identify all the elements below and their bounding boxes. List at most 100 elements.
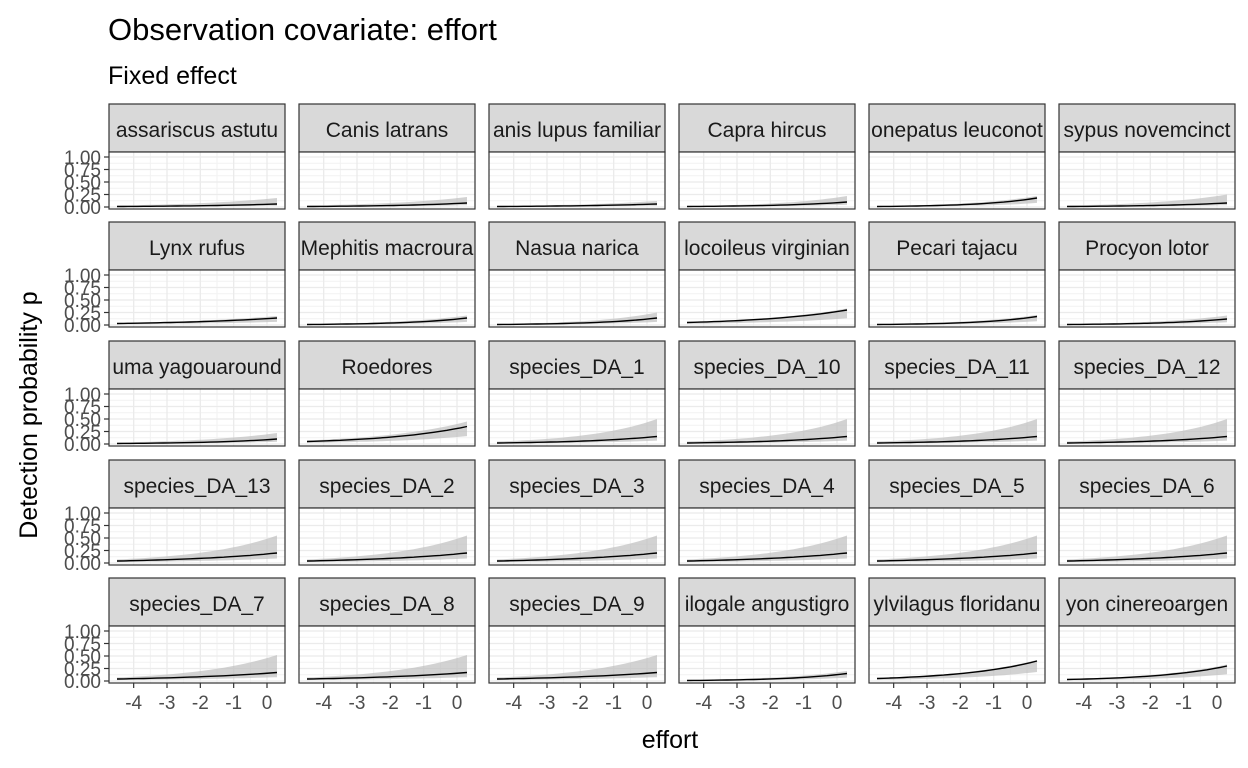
x-tick-label: -2 bbox=[762, 693, 779, 714]
facet-strip bbox=[108, 577, 286, 627]
estimate-line bbox=[306, 425, 468, 443]
facet-label: anis lupus familiar bbox=[493, 119, 661, 142]
facet-panel: locoileus virginian bbox=[678, 221, 856, 328]
panel-background bbox=[1059, 270, 1235, 327]
panel-border bbox=[298, 507, 476, 566]
facet-panel: species_DA_2 bbox=[298, 459, 476, 566]
estimate-line bbox=[496, 671, 658, 680]
panel-border bbox=[868, 507, 1046, 566]
facet-strip bbox=[488, 221, 666, 271]
estimate-line bbox=[496, 552, 658, 562]
facet-label: species_DA_7 bbox=[129, 593, 264, 616]
facet-panel: uma yagouaround 0.000.250.500.751.00 bbox=[64, 340, 286, 456]
confidence-ribbon bbox=[497, 655, 657, 681]
x-tick-label: -4 bbox=[1075, 693, 1092, 714]
y-tick-label: 0.50 bbox=[64, 173, 101, 194]
facet-panel: yon cinereoargen -4 -3 -2 -1 0 bbox=[1058, 577, 1236, 714]
facet-label: ilogale angustigro bbox=[685, 593, 850, 616]
confidence-ribbon bbox=[1067, 194, 1227, 207]
panel-border bbox=[678, 625, 856, 684]
facet-label: species_DA_4 bbox=[699, 475, 835, 498]
facet-label: species_DA_6 bbox=[1079, 475, 1214, 498]
estimate-line bbox=[117, 203, 278, 208]
facet-strip bbox=[868, 221, 1046, 271]
y-tick-label: 0.00 bbox=[64, 435, 101, 456]
confidence-ribbon bbox=[1067, 419, 1227, 444]
facet-label: species_DA_9 bbox=[509, 593, 644, 616]
facet-panel: Mephitis macroura bbox=[298, 221, 476, 328]
facet-strip bbox=[108, 340, 286, 390]
y-tick-label: 1.00 bbox=[64, 385, 101, 406]
y-tick-label: 1.00 bbox=[64, 622, 101, 643]
estimate-line bbox=[1067, 202, 1228, 208]
confidence-ribbon bbox=[307, 535, 467, 563]
estimate-line bbox=[496, 435, 658, 444]
facet-label: onepatus leuconot bbox=[871, 119, 1043, 142]
y-tick-label: 0.75 bbox=[64, 279, 101, 300]
estimate-line bbox=[1066, 318, 1228, 326]
facet-strip bbox=[298, 103, 476, 153]
confidence-ribbon bbox=[307, 315, 467, 325]
facet-panel: species_DA_13 0.000.250.500.751.00 bbox=[64, 459, 286, 575]
x-tick-label: 0 bbox=[1212, 693, 1223, 714]
facet-panel: species_DA_12 bbox=[1058, 340, 1236, 447]
x-tick-label: -3 bbox=[919, 693, 936, 714]
estimate-line bbox=[116, 671, 278, 680]
facet-panel: Roedores bbox=[298, 340, 476, 447]
confidence-ribbon bbox=[687, 535, 847, 563]
facet-panel: species_DA_10 bbox=[678, 340, 856, 447]
facet-label: species_DA_8 bbox=[319, 593, 454, 616]
x-tick-label: -2 bbox=[952, 693, 969, 714]
x-tick-label: -3 bbox=[349, 693, 366, 714]
panel-border bbox=[1058, 269, 1236, 328]
confidence-ribbon bbox=[877, 419, 1037, 444]
estimate-line bbox=[116, 317, 278, 325]
chart-subtitle: Fixed effect bbox=[108, 62, 237, 90]
facet-label: Capra hircus bbox=[707, 119, 826, 142]
facet-panel: Pecari tajacu bbox=[868, 221, 1046, 328]
y-tick-label: 0.25 bbox=[64, 186, 101, 207]
confidence-ribbon bbox=[497, 535, 657, 563]
facet-strip bbox=[868, 459, 1046, 509]
estimate-line bbox=[496, 317, 658, 326]
facet-label: species_DA_3 bbox=[509, 475, 644, 498]
facet-strip bbox=[298, 340, 476, 390]
estimate-line bbox=[306, 317, 468, 326]
facet-label: locoileus virginian bbox=[684, 237, 850, 260]
chart-title: Observation covariate: effort bbox=[108, 12, 497, 47]
x-tick-label: 0 bbox=[642, 693, 653, 714]
panel-border bbox=[108, 269, 286, 328]
y-tick-label: 0.50 bbox=[64, 529, 101, 550]
facet-label: Nasua narica bbox=[515, 237, 639, 260]
panel-border bbox=[1058, 625, 1236, 684]
estimate-line bbox=[306, 671, 468, 680]
facet-panel: Canis latrans bbox=[298, 103, 476, 210]
panel-grid: assariscus astutu0.000.250.500.751.00Can… bbox=[64, 103, 1236, 714]
panel-border bbox=[298, 151, 476, 210]
facet-panel: Capra hircus bbox=[678, 103, 856, 210]
y-tick-label: 0.75 bbox=[64, 635, 101, 656]
facet-strip bbox=[1058, 340, 1236, 390]
y-tick-label: 0.00 bbox=[64, 316, 101, 337]
x-tick-label: -1 bbox=[605, 693, 622, 714]
facet-strip bbox=[488, 577, 666, 627]
facet-strip bbox=[868, 577, 1046, 627]
y-tick-label: 1.00 bbox=[64, 504, 101, 525]
y-tick-label: 0.25 bbox=[64, 660, 101, 681]
facet-label: species_DA_11 bbox=[884, 356, 1030, 379]
facet-panel: species_DA_9 -4 -3 -2 -1 0 bbox=[488, 577, 666, 714]
panel-border bbox=[678, 388, 856, 447]
confidence-ribbon bbox=[877, 196, 1037, 207]
estimate-line bbox=[116, 438, 278, 445]
confidence-ribbon bbox=[1067, 535, 1227, 563]
facet-strip bbox=[868, 340, 1046, 390]
facet-strip bbox=[298, 459, 476, 509]
y-tick-label: 0.25 bbox=[64, 542, 101, 563]
facet-strip bbox=[1058, 221, 1236, 271]
facet-strip bbox=[488, 340, 666, 390]
estimate-line bbox=[1066, 552, 1228, 562]
facet-panel: ylvilagus floridanu -4 -3 -2 -1 0 bbox=[868, 577, 1046, 714]
facet-strip bbox=[108, 221, 286, 271]
facet-strip bbox=[108, 459, 286, 509]
y-tick-label: 0.50 bbox=[64, 410, 101, 431]
